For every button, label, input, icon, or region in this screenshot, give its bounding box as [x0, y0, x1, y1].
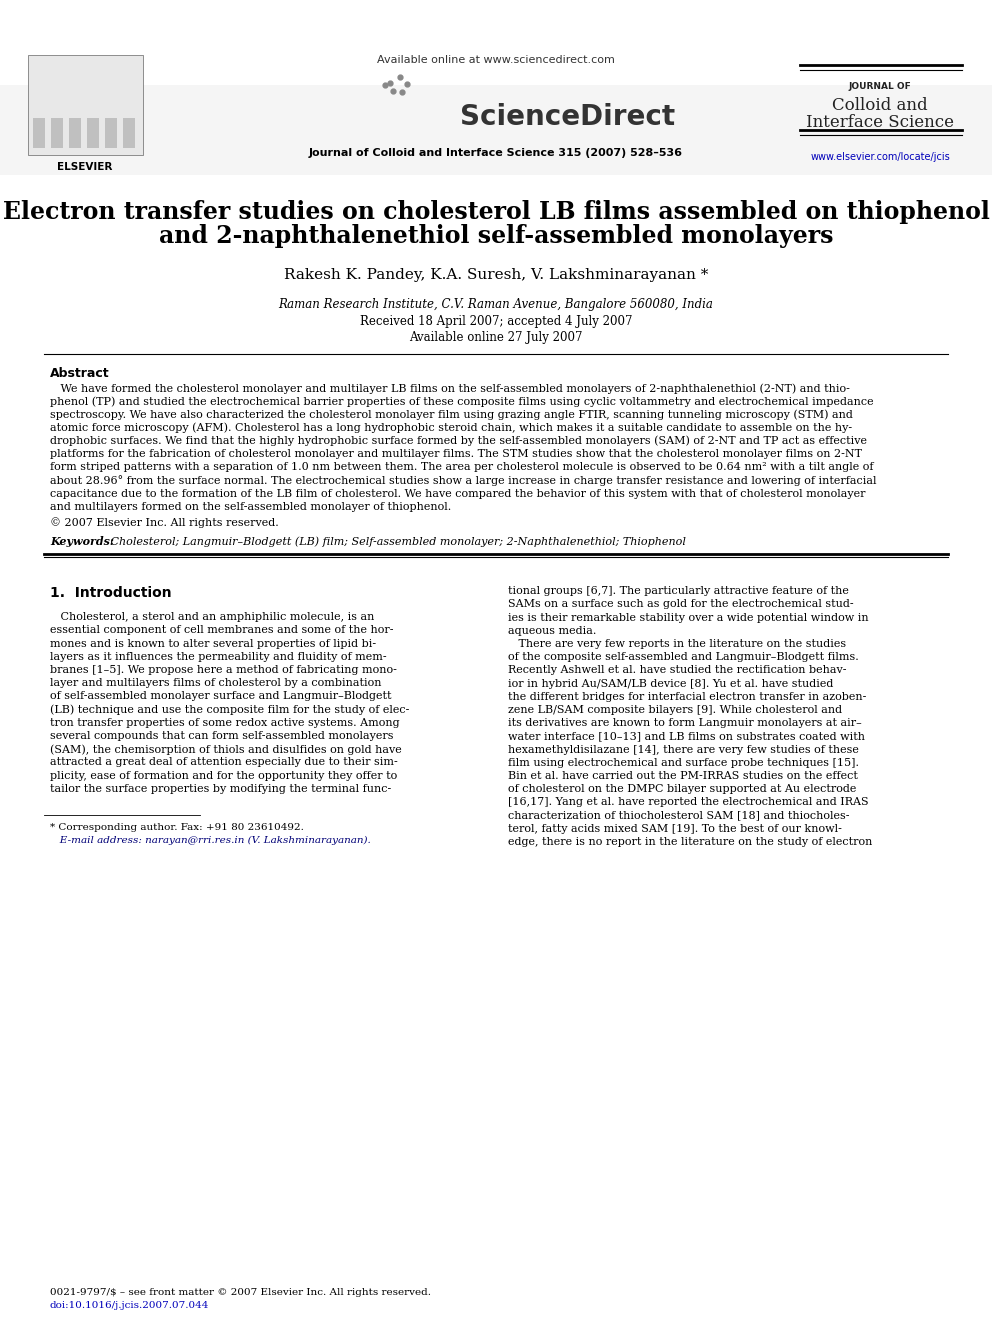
Text: spectroscopy. We have also characterized the cholesterol monolayer film using gr: spectroscopy. We have also characterized… — [50, 409, 853, 419]
Text: doi:10.1016/j.jcis.2007.07.044: doi:10.1016/j.jcis.2007.07.044 — [50, 1301, 209, 1310]
Bar — [123, 118, 135, 148]
Bar — [105, 118, 117, 148]
Text: Abstract: Abstract — [50, 366, 110, 380]
Text: mones and is known to alter several properties of lipid bi-: mones and is known to alter several prop… — [50, 639, 376, 648]
Text: SAMs on a surface such as gold for the electrochemical stud-: SAMs on a surface such as gold for the e… — [508, 599, 854, 610]
Text: edge, there is no report in the literature on the study of electron: edge, there is no report in the literatu… — [508, 837, 872, 847]
Text: characterization of thiocholesterol SAM [18] and thiocholes-: characterization of thiocholesterol SAM … — [508, 811, 849, 820]
Bar — [33, 118, 45, 148]
Text: of the composite self-assembled and Langmuir–Blodgett films.: of the composite self-assembled and Lang… — [508, 652, 859, 663]
Bar — [51, 118, 63, 148]
Text: zene LB/SAM composite bilayers [9]. While cholesterol and: zene LB/SAM composite bilayers [9]. Whil… — [508, 705, 842, 714]
Text: phenol (TP) and studied the electrochemical barrier properties of these composit: phenol (TP) and studied the electrochemi… — [50, 396, 874, 406]
Text: drophobic surfaces. We find that the highly hydrophobic surface formed by the se: drophobic surfaces. We find that the hig… — [50, 435, 867, 446]
Bar — [87, 118, 99, 148]
Text: Received 18 April 2007; accepted 4 July 2007: Received 18 April 2007; accepted 4 July … — [360, 315, 632, 328]
Text: Available online 27 July 2007: Available online 27 July 2007 — [410, 331, 582, 344]
Text: * Corresponding author. Fax: +91 80 23610492.: * Corresponding author. Fax: +91 80 2361… — [50, 823, 304, 832]
Text: Raman Research Institute, C.V. Raman Avenue, Bangalore 560080, India: Raman Research Institute, C.V. Raman Ave… — [279, 298, 713, 311]
Text: atomic force microscopy (AFM). Cholesterol has a long hydrophobic steroid chain,: atomic force microscopy (AFM). Cholester… — [50, 422, 852, 433]
Bar — [0, 85, 992, 175]
Bar — [28, 56, 143, 155]
Text: We have formed the cholesterol monolayer and multilayer LB films on the self-ass: We have formed the cholesterol monolayer… — [50, 382, 850, 393]
Text: water interface [10–13] and LB films on substrates coated with: water interface [10–13] and LB films on … — [508, 732, 865, 741]
Text: tional groups [6,7]. The particularly attractive feature of the: tional groups [6,7]. The particularly at… — [508, 586, 849, 597]
Text: branes [1–5]. We propose here a method of fabricating mono-: branes [1–5]. We propose here a method o… — [50, 665, 397, 675]
Text: film using electrochemical and surface probe techniques [15].: film using electrochemical and surface p… — [508, 758, 859, 767]
Text: tailor the surface properties by modifying the terminal func-: tailor the surface properties by modifyi… — [50, 783, 391, 794]
Text: 0021-9797/$ – see front matter © 2007 Elsevier Inc. All rights reserved.: 0021-9797/$ – see front matter © 2007 El… — [50, 1289, 431, 1297]
Text: (SAM), the chemisorption of thiols and disulfides on gold have: (SAM), the chemisorption of thiols and d… — [50, 745, 402, 754]
Text: Journal of Colloid and Interface Science 315 (2007) 528–536: Journal of Colloid and Interface Science… — [309, 148, 683, 157]
Text: Cholesterol; Langmuir–Blodgett (LB) film; Self-assembled monolayer; 2-Naphthalen: Cholesterol; Langmuir–Blodgett (LB) film… — [107, 536, 685, 546]
Bar — [69, 118, 81, 148]
Text: and multilayers formed on the self-assembled monolayer of thiophenol.: and multilayers formed on the self-assem… — [50, 501, 451, 512]
Text: Available online at www.sciencedirect.com: Available online at www.sciencedirect.co… — [377, 56, 615, 65]
Text: (LB) technique and use the composite film for the study of elec-: (LB) technique and use the composite fil… — [50, 705, 410, 716]
Text: [16,17]. Yang et al. have reported the electrochemical and IRAS: [16,17]. Yang et al. have reported the e… — [508, 798, 869, 807]
Text: Cholesterol, a sterol and an amphiphilic molecule, is an: Cholesterol, a sterol and an amphiphilic… — [50, 613, 374, 622]
Text: Rakesh K. Pandey, K.A. Suresh, V. Lakshminarayanan *: Rakesh K. Pandey, K.A. Suresh, V. Lakshm… — [284, 269, 708, 282]
Text: ies is their remarkable stability over a wide potential window in: ies is their remarkable stability over a… — [508, 613, 869, 623]
Text: Recently Ashwell et al. have studied the rectification behav-: Recently Ashwell et al. have studied the… — [508, 665, 846, 676]
Text: E-mail address: narayan@rri.res.in (V. Lakshminarayanan).: E-mail address: narayan@rri.res.in (V. L… — [50, 836, 371, 845]
Text: aqueous media.: aqueous media. — [508, 626, 596, 636]
Text: attracted a great deal of attention especially due to their sim-: attracted a great deal of attention espe… — [50, 757, 398, 767]
Text: layers as it influences the permeability and fluidity of mem-: layers as it influences the permeability… — [50, 652, 387, 662]
Text: Interface Science: Interface Science — [806, 114, 954, 131]
Text: form striped patterns with a separation of 1.0 nm between them. The area per cho: form striped patterns with a separation … — [50, 462, 874, 472]
Text: the different bridges for interfacial electron transfer in azoben-: the different bridges for interfacial el… — [508, 692, 866, 701]
Text: its derivatives are known to form Langmuir monolayers at air–: its derivatives are known to form Langmu… — [508, 718, 862, 728]
Text: © 2007 Elsevier Inc. All rights reserved.: © 2007 Elsevier Inc. All rights reserved… — [50, 517, 279, 528]
Text: about 28.96° from the surface normal. The electrochemical studies show a large i: about 28.96° from the surface normal. Th… — [50, 475, 877, 487]
Text: capacitance due to the formation of the LB film of cholesterol. We have compared: capacitance due to the formation of the … — [50, 488, 865, 499]
Text: several compounds that can form self-assembled monolayers: several compounds that can form self-ass… — [50, 732, 394, 741]
Text: ScienceDirect: ScienceDirect — [460, 103, 676, 131]
Text: terol, fatty acids mixed SAM [19]. To the best of our knowl-: terol, fatty acids mixed SAM [19]. To th… — [508, 824, 842, 833]
Text: of self-assembled monolayer surface and Langmuir–Blodgett: of self-assembled monolayer surface and … — [50, 692, 392, 701]
Text: essential component of cell membranes and some of the hor-: essential component of cell membranes an… — [50, 626, 394, 635]
Text: hexamethyldisilazane [14], there are very few studies of these: hexamethyldisilazane [14], there are ver… — [508, 745, 859, 754]
Text: Keywords:: Keywords: — [50, 536, 114, 548]
Text: ELSEVIER: ELSEVIER — [58, 161, 113, 172]
Text: There are very few reports in the literature on the studies: There are very few reports in the litera… — [508, 639, 846, 650]
Text: ior in hybrid Au/SAM/LB device [8]. Yu et al. have studied: ior in hybrid Au/SAM/LB device [8]. Yu e… — [508, 679, 833, 688]
Text: Electron transfer studies on cholesterol LB films assembled on thiophenol: Electron transfer studies on cholesterol… — [3, 200, 989, 224]
Text: Colloid and: Colloid and — [832, 97, 928, 114]
Text: platforms for the fabrication of cholesterol monolayer and multilayer films. The: platforms for the fabrication of cholest… — [50, 448, 862, 459]
Text: Bin et al. have carried out the PM-IRRAS studies on the effect: Bin et al. have carried out the PM-IRRAS… — [508, 771, 858, 781]
Text: www.elsevier.com/locate/jcis: www.elsevier.com/locate/jcis — [810, 152, 950, 161]
Text: of cholesterol on the DMPC bilayer supported at Au electrode: of cholesterol on the DMPC bilayer suppo… — [508, 785, 856, 794]
Text: tron transfer properties of some redox active systems. Among: tron transfer properties of some redox a… — [50, 718, 400, 728]
Text: layer and multilayers films of cholesterol by a combination: layer and multilayers films of cholester… — [50, 679, 382, 688]
Text: and 2-naphthalenethiol self-assembled monolayers: and 2-naphthalenethiol self-assembled mo… — [159, 224, 833, 247]
Text: JOURNAL OF: JOURNAL OF — [848, 82, 912, 91]
Text: 1.  Introduction: 1. Introduction — [50, 586, 172, 601]
Text: plicity, ease of formation and for the opportunity they offer to: plicity, ease of formation and for the o… — [50, 770, 397, 781]
